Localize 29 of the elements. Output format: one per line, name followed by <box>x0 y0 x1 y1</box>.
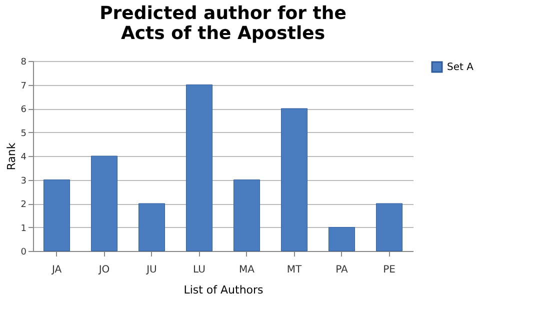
y-tick-label: 8 <box>20 58 27 68</box>
bar <box>91 156 118 252</box>
y-tick-label: 1 <box>20 224 26 234</box>
legend-label: Set A <box>447 62 474 73</box>
y-tick-label: 4 <box>20 152 27 162</box>
y-tick-label: 7 <box>20 81 26 92</box>
y-tick-label: 0 <box>20 248 27 258</box>
chart-title: Predicted author for the Acts of the Apostles <box>100 3 346 44</box>
x-tick-label: MT <box>286 264 303 276</box>
y-tick-label: 5 <box>20 128 26 139</box>
bar <box>281 108 308 252</box>
bar <box>328 227 355 252</box>
x-axis-title: List of Authors <box>184 284 264 296</box>
x-tick-label: PA <box>336 264 348 276</box>
x-tick-label: MA <box>239 264 255 276</box>
x-tick-label: JA <box>50 264 62 276</box>
x-tick-label: PE <box>383 264 396 276</box>
y-tick-label: 2 <box>20 200 26 210</box>
x-tick-label: JU <box>146 264 157 276</box>
x-tick-label: LU <box>193 264 206 276</box>
bar <box>376 203 402 252</box>
y-tick-label: 6 <box>20 105 27 115</box>
y-axis-title: Rank <box>4 142 18 170</box>
x-tick-label: JO <box>98 264 110 276</box>
y-tick-label: 3 <box>20 176 26 186</box>
bar <box>44 180 70 252</box>
bar <box>138 203 165 252</box>
bar <box>234 180 260 252</box>
bar <box>186 84 212 252</box>
